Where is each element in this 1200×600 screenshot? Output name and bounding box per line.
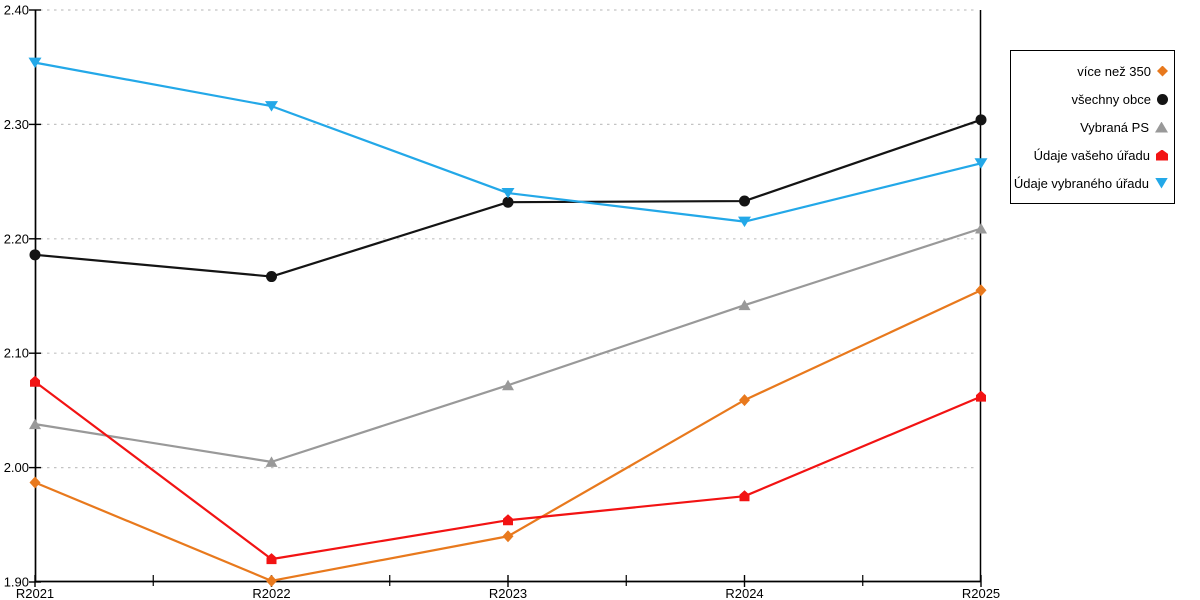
legend-label: více než 350 [1077, 63, 1151, 79]
data-point-udaje-vaseho-uradu [976, 390, 986, 402]
legend: více než 350 všechny obce Vybraná PS Úda… [1010, 50, 1175, 204]
data-point-vybrana-ps [29, 418, 41, 430]
y-tick-label: 2.00 [4, 460, 29, 475]
data-point-vsechny-obce [975, 114, 987, 126]
data-point-udaje-vybraneho-uradu [501, 188, 515, 199]
triangle-up-icon [1155, 121, 1168, 133]
pentagon-icon [1156, 149, 1168, 161]
series-line-vybrana-ps [33, 227, 983, 463]
legend-item-udaje-vybraneho-uradu[interactable]: Údaje vybraného úřadu [1013, 175, 1168, 191]
data-point-vsechny-obce [29, 249, 41, 261]
y-tick-label: 1.90 [4, 575, 29, 590]
data-point-vice-nez-350 [29, 476, 41, 489]
y-tick-label: 2.10 [4, 346, 29, 361]
legend-item-udaje-vaseho-uradu[interactable]: Údaje vašeho úřadu [1015, 148, 1168, 163]
data-point-vice-nez-350 [266, 574, 277, 587]
data-point-udaje-vaseho-uradu [30, 375, 40, 387]
y-tick-label: 2.20 [4, 231, 29, 246]
data-point-vice-nez-350 [502, 530, 514, 543]
legend-label: všechny obce [1071, 91, 1152, 107]
data-point-vsechny-obce [502, 196, 514, 208]
data-point-vybrana-ps [265, 456, 278, 467]
circle-icon [1157, 93, 1168, 105]
data-point-vybrana-ps [502, 379, 514, 391]
x-tick-label: R2022 [252, 586, 290, 600]
data-point-udaje-vybraneho-uradu [265, 101, 278, 112]
data-point-vsechny-obce [739, 195, 750, 207]
data-point-udaje-vaseho-uradu [266, 553, 277, 565]
x-tick-label: R2025 [962, 586, 1000, 600]
triangle-down-icon [1155, 177, 1168, 189]
legend-label: Údaje vybraného úřadu [1013, 175, 1149, 191]
data-point-udaje-vaseho-uradu [739, 490, 750, 502]
legend-item-vice-nez-350[interactable]: více než 350 [1015, 64, 1168, 79]
data-point-udaje-vybraneho-uradu [974, 158, 988, 169]
data-point-udaje-vybraneho-uradu [28, 57, 42, 69]
x-tick-label: R2023 [489, 586, 527, 600]
data-point-udaje-vaseho-uradu [503, 514, 513, 526]
data-point-vice-nez-350 [975, 284, 987, 297]
legend-label: Údaje vašeho úřadu [1033, 147, 1150, 163]
legend-item-vsechny-obce[interactable]: všechny obce [1015, 92, 1168, 107]
y-tick-label: 2.40 [4, 3, 29, 18]
data-point-vice-nez-350 [739, 394, 750, 407]
legend-label: Vybraná PS [1080, 119, 1149, 135]
data-point-udaje-vybraneho-uradu [738, 216, 751, 228]
data-point-vybrana-ps [975, 223, 987, 234]
diamond-icon [1157, 65, 1168, 77]
y-tick-label: 2.30 [4, 117, 29, 132]
x-tick-label: R2021 [16, 586, 54, 600]
data-point-vsechny-obce [266, 271, 277, 283]
legend-item-vybrana-ps[interactable]: Vybraná PS [1015, 120, 1168, 135]
x-tick-label: R2024 [725, 586, 763, 600]
data-point-vybrana-ps [738, 299, 751, 311]
